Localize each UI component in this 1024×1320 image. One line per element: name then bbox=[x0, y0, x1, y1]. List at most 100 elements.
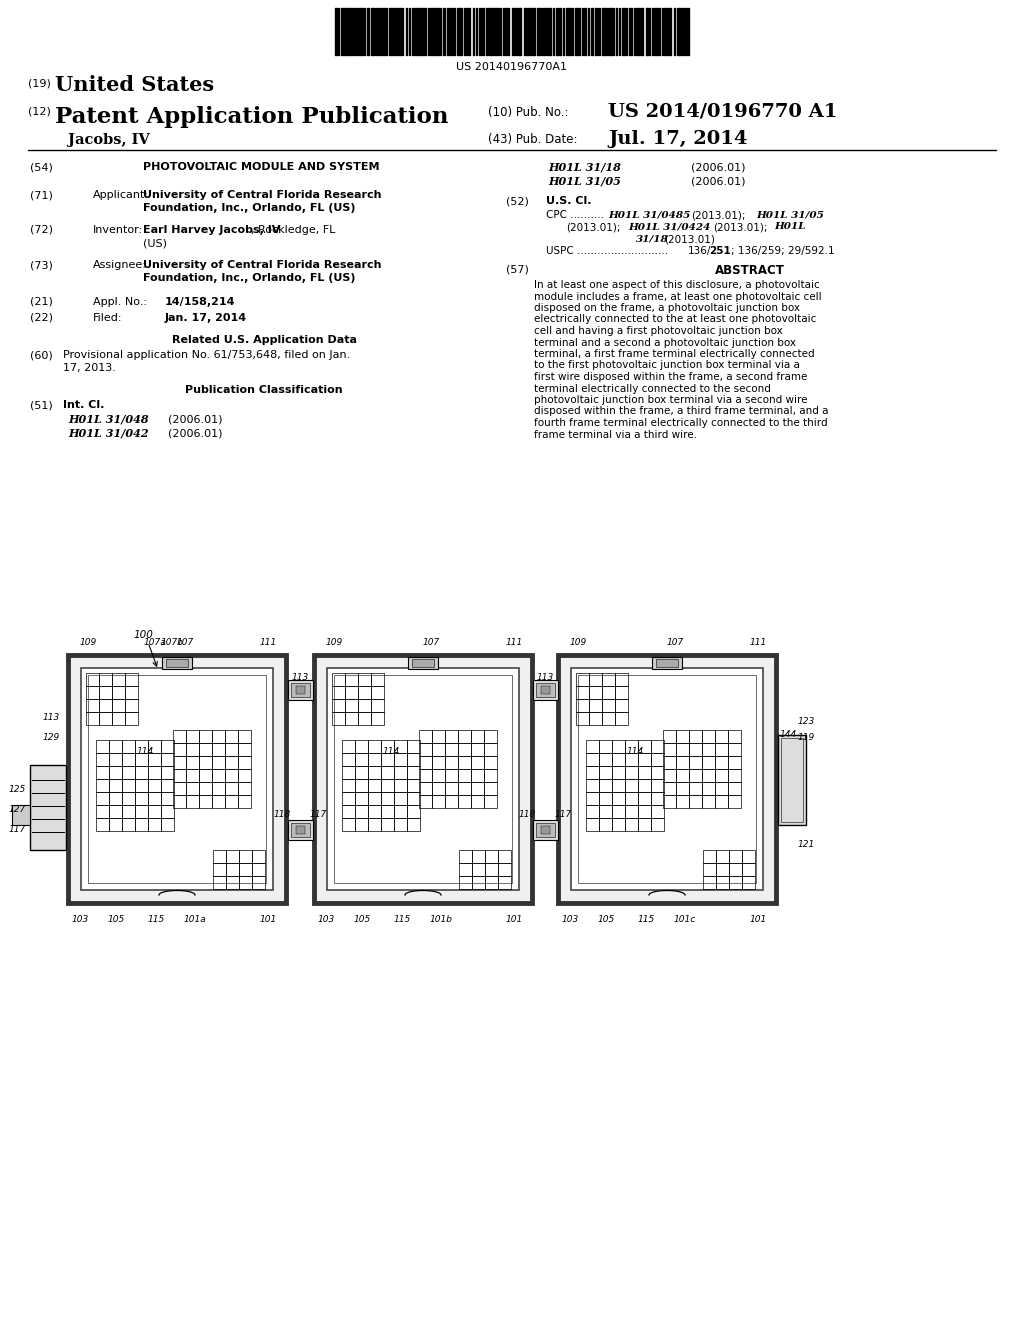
Bar bbox=[472, 850, 485, 863]
Bar bbox=[96, 766, 109, 779]
Bar bbox=[199, 730, 212, 743]
Bar bbox=[534, 820, 558, 840]
Bar bbox=[575, 686, 589, 700]
Bar bbox=[345, 673, 358, 686]
Bar bbox=[602, 711, 615, 725]
Bar bbox=[589, 711, 602, 725]
Bar bbox=[445, 781, 458, 795]
Bar bbox=[602, 700, 615, 711]
Text: 111: 111 bbox=[259, 638, 276, 647]
Bar bbox=[676, 756, 689, 770]
Bar bbox=[471, 770, 484, 781]
Bar bbox=[625, 792, 638, 805]
Bar bbox=[109, 752, 122, 766]
Text: 129: 129 bbox=[43, 733, 60, 742]
Bar bbox=[239, 863, 252, 876]
Bar bbox=[381, 792, 394, 805]
Bar bbox=[419, 743, 432, 756]
Bar bbox=[199, 795, 212, 808]
Bar bbox=[459, 863, 472, 876]
Bar bbox=[371, 700, 384, 711]
Bar bbox=[238, 795, 251, 808]
Bar bbox=[342, 766, 355, 779]
Text: (2013.01);: (2013.01); bbox=[691, 210, 745, 220]
Bar bbox=[715, 743, 728, 756]
Text: H01L 31/05: H01L 31/05 bbox=[548, 176, 621, 187]
Bar bbox=[729, 863, 742, 876]
Text: University of Central Florida Research: University of Central Florida Research bbox=[143, 190, 382, 201]
Text: US 2014/0196770 A1: US 2014/0196770 A1 bbox=[608, 103, 838, 121]
Bar bbox=[728, 756, 741, 770]
Text: Provisional application No. 61/753,648, filed on Jan.: Provisional application No. 61/753,648, … bbox=[63, 350, 350, 360]
Bar bbox=[342, 792, 355, 805]
Bar bbox=[332, 700, 345, 711]
Bar bbox=[122, 779, 135, 792]
Text: (57): (57) bbox=[506, 264, 528, 275]
Text: Inventor:: Inventor: bbox=[93, 224, 143, 235]
Text: (2006.01): (2006.01) bbox=[691, 162, 745, 172]
Text: cell and having a first photovoltaic junction box: cell and having a first photovoltaic jun… bbox=[534, 326, 782, 337]
Bar bbox=[541, 686, 550, 694]
Text: 105: 105 bbox=[353, 915, 371, 924]
Bar bbox=[728, 770, 741, 781]
Bar bbox=[96, 752, 109, 766]
Bar bbox=[651, 792, 664, 805]
Bar bbox=[615, 711, 628, 725]
Bar bbox=[663, 781, 676, 795]
Bar bbox=[676, 781, 689, 795]
Bar bbox=[432, 743, 445, 756]
Bar bbox=[288, 680, 313, 700]
Text: (2006.01): (2006.01) bbox=[168, 428, 222, 438]
Bar bbox=[663, 743, 676, 756]
Bar bbox=[112, 700, 125, 711]
Text: H01L 31/05: H01L 31/05 bbox=[756, 210, 824, 219]
Bar bbox=[96, 805, 109, 818]
Bar bbox=[122, 741, 135, 752]
Bar bbox=[612, 779, 625, 792]
Text: H01L: H01L bbox=[774, 222, 806, 231]
Bar bbox=[212, 795, 225, 808]
Bar bbox=[212, 770, 225, 781]
Bar bbox=[534, 680, 558, 700]
Bar bbox=[135, 779, 148, 792]
Bar bbox=[252, 850, 265, 863]
Bar bbox=[599, 792, 612, 805]
Bar bbox=[148, 766, 161, 779]
Bar bbox=[109, 766, 122, 779]
Bar bbox=[484, 795, 497, 808]
Bar bbox=[238, 743, 251, 756]
Text: Publication Classification: Publication Classification bbox=[185, 385, 343, 395]
Text: 107b: 107b bbox=[161, 638, 183, 647]
Bar bbox=[445, 743, 458, 756]
Bar bbox=[689, 770, 702, 781]
Text: 107: 107 bbox=[667, 638, 684, 647]
Bar bbox=[381, 779, 394, 792]
Bar bbox=[407, 779, 420, 792]
Bar bbox=[599, 805, 612, 818]
Text: 117: 117 bbox=[309, 810, 327, 818]
Bar bbox=[371, 711, 384, 725]
Bar bbox=[135, 805, 148, 818]
Text: 101: 101 bbox=[506, 915, 522, 924]
Bar bbox=[689, 743, 702, 756]
Bar bbox=[458, 795, 471, 808]
Bar bbox=[371, 686, 384, 700]
Text: Assignee:: Assignee: bbox=[93, 260, 146, 271]
Bar bbox=[199, 743, 212, 756]
Bar bbox=[575, 700, 589, 711]
Text: 101c: 101c bbox=[674, 915, 696, 924]
Bar bbox=[225, 795, 238, 808]
Text: (US): (US) bbox=[143, 238, 167, 248]
Bar bbox=[407, 766, 420, 779]
Bar bbox=[702, 730, 715, 743]
Bar bbox=[652, 657, 682, 669]
Bar bbox=[199, 781, 212, 795]
Bar bbox=[212, 756, 225, 770]
Text: 105: 105 bbox=[108, 915, 125, 924]
Bar bbox=[612, 752, 625, 766]
Bar bbox=[729, 850, 742, 863]
Bar bbox=[498, 850, 511, 863]
Bar bbox=[173, 781, 186, 795]
Bar bbox=[689, 756, 702, 770]
Bar bbox=[485, 850, 498, 863]
